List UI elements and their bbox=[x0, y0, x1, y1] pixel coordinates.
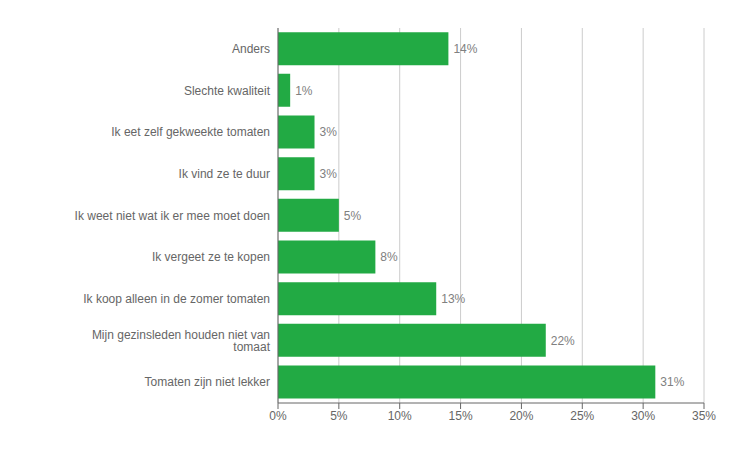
svg-text:15%: 15% bbox=[449, 409, 473, 423]
svg-text:Ik vind ze te duur: Ik vind ze te duur bbox=[179, 167, 270, 181]
svg-text:Mijn gezinsleden houden niet v: Mijn gezinsleden houden niet vantomaat bbox=[92, 328, 271, 354]
svg-text:Ik weet niet wat ik er mee moe: Ik weet niet wat ik er mee moet doen bbox=[75, 209, 270, 223]
svg-text:22%: 22% bbox=[551, 334, 575, 348]
svg-text:10%: 10% bbox=[388, 409, 412, 423]
svg-text:13%: 13% bbox=[441, 292, 465, 306]
svg-text:25%: 25% bbox=[570, 409, 594, 423]
svg-text:0%: 0% bbox=[269, 409, 287, 423]
svg-text:Ik vergeet ze te kopen: Ik vergeet ze te kopen bbox=[152, 250, 270, 264]
svg-text:Anders: Anders bbox=[232, 42, 270, 56]
svg-text:Tomaten zijn niet lekker: Tomaten zijn niet lekker bbox=[145, 375, 270, 389]
svg-text:3%: 3% bbox=[320, 167, 338, 181]
svg-text:Ik koop alleen in de zomer tom: Ik koop alleen in de zomer tomaten bbox=[83, 292, 270, 306]
svg-text:3%: 3% bbox=[320, 125, 338, 139]
svg-text:5%: 5% bbox=[330, 409, 348, 423]
svg-text:Slechte kwaliteit: Slechte kwaliteit bbox=[184, 84, 271, 98]
svg-text:35%: 35% bbox=[692, 409, 716, 423]
svg-text:20%: 20% bbox=[509, 409, 533, 423]
svg-text:8%: 8% bbox=[380, 250, 398, 264]
svg-text:14%: 14% bbox=[453, 42, 477, 56]
svg-text:31%: 31% bbox=[660, 375, 684, 389]
svg-text:1%: 1% bbox=[295, 84, 313, 98]
svg-text:Ik eet zelf gekweekte tomaten: Ik eet zelf gekweekte tomaten bbox=[111, 125, 270, 139]
svg-text:30%: 30% bbox=[631, 409, 655, 423]
svg-text:5%: 5% bbox=[344, 209, 362, 223]
